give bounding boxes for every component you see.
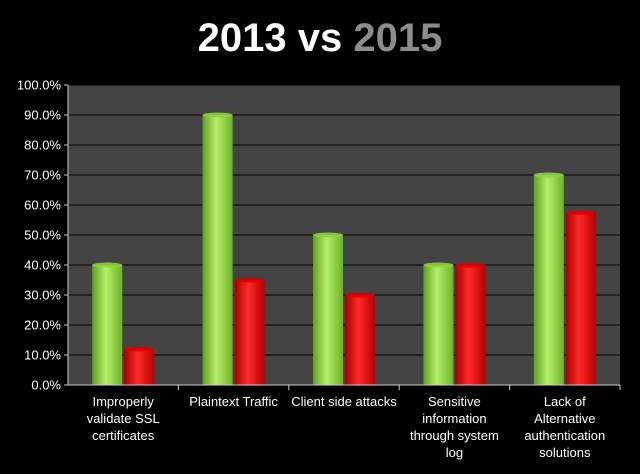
x-category-label-line: solutions [539, 445, 591, 460]
y-axis-ticks: 0.0% 10.0% 20.0% 30.0% 40.0% 50.0% 60.0% 70.0% 8… [17, 78, 68, 393]
bars [92, 112, 596, 385]
title-year-a: 2013 [197, 16, 287, 60]
x-category-label-line: validate SSL [87, 411, 160, 426]
bar-top-2013-1 [202, 112, 233, 118]
bar-2015-1 [234, 280, 265, 385]
bar-top-2013-0 [92, 262, 123, 268]
bar-2015-3 [455, 265, 486, 385]
bar-2015-4 [565, 212, 596, 385]
y-tick-label: 60.0% [24, 198, 61, 213]
title-vs: vs [297, 16, 343, 60]
gridlines [68, 84, 620, 356]
x-category-label-line: Alternative [534, 411, 595, 426]
y-tick-label: 20.0% [24, 318, 61, 333]
y-tick-label: 40.0% [24, 258, 61, 273]
x-axis [67, 85, 621, 390]
bar-top-2015-4 [565, 210, 596, 215]
y-tick-label: 100.0% [17, 78, 62, 93]
x-category-label-line: Client side attacks [291, 394, 397, 409]
x-axis-labels: Improperly validate SSL certificates Plaint… [87, 394, 606, 460]
bar-2015-2 [345, 295, 375, 385]
bar-top-2015-1 [234, 277, 265, 283]
y-tick-label: 80.0% [24, 138, 61, 153]
x-category-label-line: Sensitive [428, 394, 481, 409]
bar-2013-1 [202, 115, 233, 385]
bar-top-2013-4 [533, 172, 564, 178]
y-tick-label: 0.0% [31, 378, 61, 393]
x-category-label-line: authentication [524, 428, 605, 443]
y-tick-label: 90.0% [24, 108, 61, 123]
x-category-label: Improperly validate SSL certificates [87, 394, 160, 443]
bar-top-2013-2 [313, 232, 343, 238]
title-year-b: 2015 [353, 16, 443, 60]
y-tick-label: 30.0% [24, 288, 61, 303]
x-category-label-line: through system [410, 428, 499, 443]
x-category-label-line: Plaintext Traffic [189, 394, 278, 409]
bar-top-2015-2 [345, 292, 375, 298]
x-category-label: Client side attacks [291, 394, 397, 409]
bar-top-2015-3 [455, 262, 486, 268]
y-tick-label: 70.0% [24, 168, 61, 183]
bar-top-2015-0 [124, 346, 155, 352]
x-category-label: Plaintext Traffic [189, 394, 278, 409]
bar-top-2013-3 [423, 262, 454, 268]
x-category-label-line: log [446, 445, 463, 460]
bar-2013-3 [423, 265, 454, 385]
bar-2013-0 [92, 265, 123, 385]
bar-2013-2 [313, 235, 343, 385]
x-category-label-line: information [422, 411, 486, 426]
x-category-label: Lack of Alternative authentication solution… [524, 394, 605, 460]
x-category-label-line: certificates [92, 428, 155, 443]
y-tick-label: 50.0% [24, 228, 61, 243]
x-category-label-line: Improperly [92, 394, 154, 409]
x-category-label-line: Lack of [544, 394, 586, 409]
x-category-label: Sensitive information through system log [410, 394, 499, 460]
chart-title: 2013 vs 2015 [0, 16, 640, 61]
bar-2013-4 [533, 175, 564, 385]
bar-2015-0 [124, 349, 155, 385]
y-tick-label: 10.0% [24, 348, 61, 363]
